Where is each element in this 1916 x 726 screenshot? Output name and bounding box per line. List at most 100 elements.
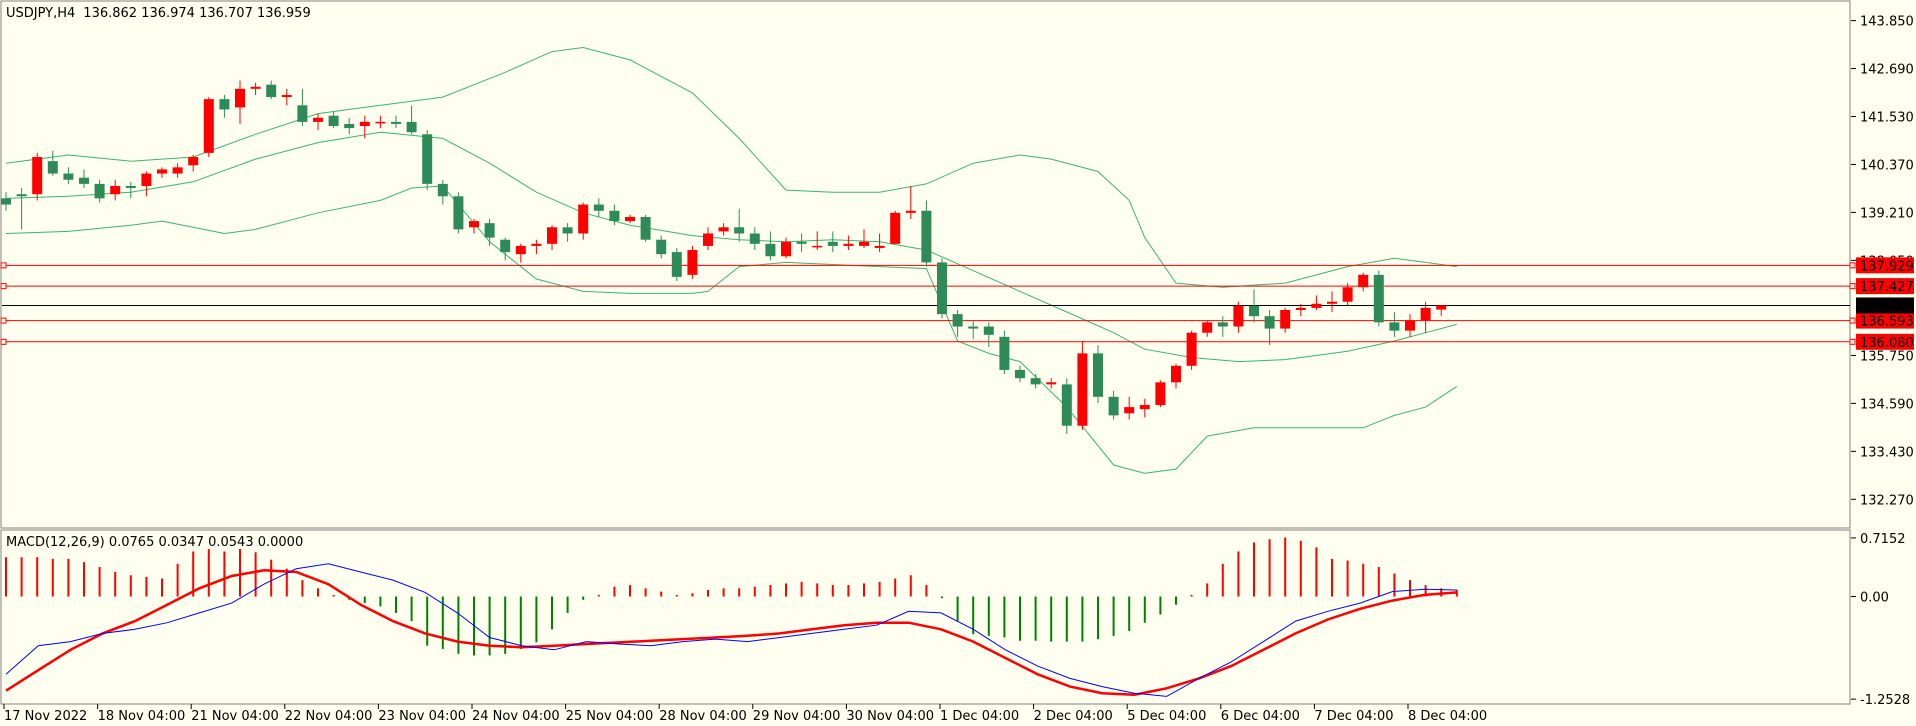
bear-candle xyxy=(297,105,308,122)
level-price-label-bg xyxy=(1856,257,1914,274)
symbol-header: USDJPY,H4 136.862 136.974 136.707 136.959 xyxy=(6,6,311,21)
current-price-label-bg xyxy=(1856,297,1914,314)
bull-candle xyxy=(687,250,698,275)
price-tick-label: 143.850 xyxy=(1860,15,1914,30)
level-price-label: 137.929 xyxy=(1860,259,1914,274)
bear-candle xyxy=(640,216,651,240)
bear-candle xyxy=(983,326,994,335)
level-handle xyxy=(0,317,7,324)
bear-candle xyxy=(125,185,136,189)
bear-candle xyxy=(656,239,667,255)
price-axis: 143.850142.690141.530140.370139.210138.0… xyxy=(1851,15,1914,508)
macd-main-line xyxy=(5,563,1457,697)
bear-candle xyxy=(500,239,511,253)
macd-indicator xyxy=(5,537,1458,697)
price-tick-label: 140.370 xyxy=(1860,158,1914,173)
bull-candle xyxy=(703,233,713,246)
bear-candle xyxy=(1373,274,1384,323)
bear-candle xyxy=(1030,378,1041,385)
bull-candle xyxy=(1327,301,1337,304)
bear-candle xyxy=(671,252,682,277)
bull-candle xyxy=(890,212,901,244)
price-panel-frame xyxy=(0,0,1851,529)
candlestick-series xyxy=(1,80,1447,434)
bull-candle xyxy=(812,245,823,248)
bear-candle xyxy=(1108,396,1119,416)
bull-candle xyxy=(172,167,183,174)
time-tick-label: 29 Nov 04:00 xyxy=(753,709,841,724)
bear-candle xyxy=(437,183,448,197)
bull-candle xyxy=(1186,332,1197,366)
bear-candle xyxy=(422,134,433,184)
bull-candle xyxy=(1405,320,1415,331)
time-tick-label: 23 Nov 04:00 xyxy=(378,709,466,724)
bull-candle xyxy=(1139,405,1150,410)
bear-candle xyxy=(391,121,401,124)
bull-candle xyxy=(843,243,854,246)
bull-candle xyxy=(547,227,557,244)
bull-candle xyxy=(1280,309,1291,329)
bull-candle xyxy=(359,121,370,127)
time-tick-label: 2 Dec 04:00 xyxy=(1034,709,1113,724)
price-labels: 137.929 137.427 136.593 136.080 136.959 xyxy=(1856,257,1914,351)
bear-candle xyxy=(968,326,979,329)
bull-candle xyxy=(905,210,916,213)
level-price-label-bg xyxy=(1856,278,1914,295)
level-handle xyxy=(0,262,7,269)
price-tick-label: 135.750 xyxy=(1860,349,1914,364)
bull-candle xyxy=(1233,305,1244,327)
bear-candle xyxy=(952,314,963,327)
bull-candle xyxy=(1436,305,1447,310)
level-price-label-bg xyxy=(1856,312,1914,329)
bear-candle xyxy=(266,84,277,98)
time-axis: 17 Nov 2022 18 Nov 04:00 21 Nov 04:00 22 No… xyxy=(3,704,1487,724)
bull-candle xyxy=(375,121,386,124)
bear-candle xyxy=(1264,316,1275,329)
time-tick-label: 24 Nov 04:00 xyxy=(472,709,560,724)
bull-candle xyxy=(313,117,323,122)
bull-candle xyxy=(1420,307,1431,321)
bear-candle xyxy=(827,241,838,246)
time-tick-label: 28 Nov 04:00 xyxy=(659,709,747,724)
current-price-label: 136.959 xyxy=(1860,299,1914,314)
bull-candle xyxy=(281,95,292,98)
bull-candle xyxy=(1202,322,1213,333)
bull-candle xyxy=(141,173,152,186)
bear-candle xyxy=(999,336,1010,370)
time-tick-label: 25 Nov 04:00 xyxy=(566,709,654,724)
bull-candle xyxy=(1311,303,1322,308)
level-handle xyxy=(0,283,7,290)
time-tick-label: 8 Dec 04:00 xyxy=(1408,709,1487,724)
bull-candle xyxy=(203,99,214,153)
time-tick-label: 21 Nov 04:00 xyxy=(191,709,279,724)
horizontal-levels[interactable] xyxy=(0,262,1856,345)
bull-candle xyxy=(250,86,261,89)
bear-candle xyxy=(1,198,11,205)
bull-candle xyxy=(1155,382,1166,406)
bear-candle xyxy=(1217,322,1228,327)
bull-candle xyxy=(1124,407,1135,414)
time-tick-label: 30 Nov 04:00 xyxy=(846,709,934,724)
level-handle xyxy=(1849,317,1856,324)
level-price-label: 137.427 xyxy=(1860,280,1914,295)
bull-candle xyxy=(874,245,885,248)
bull-candle xyxy=(235,88,245,108)
macd-tick-label: 0.7152 xyxy=(1860,532,1906,547)
macd-axis: 0.7152 0.00 -1.2528 xyxy=(1851,532,1910,708)
bull-candle xyxy=(515,245,526,255)
time-tick-label: 5 Dec 04:00 xyxy=(1127,709,1206,724)
bull-candle xyxy=(469,221,479,228)
bollinger-bands xyxy=(5,46,1458,474)
bear-candle xyxy=(94,183,105,199)
bull-candle xyxy=(1046,382,1057,385)
bull-candle xyxy=(781,241,791,257)
bull-candle xyxy=(578,204,589,234)
bull-candle xyxy=(718,227,729,232)
level-handle xyxy=(1849,262,1856,269)
bear-candle xyxy=(1061,384,1072,426)
bear-candle xyxy=(749,233,760,244)
bull-candle xyxy=(531,243,542,246)
bear-candle xyxy=(16,194,27,197)
